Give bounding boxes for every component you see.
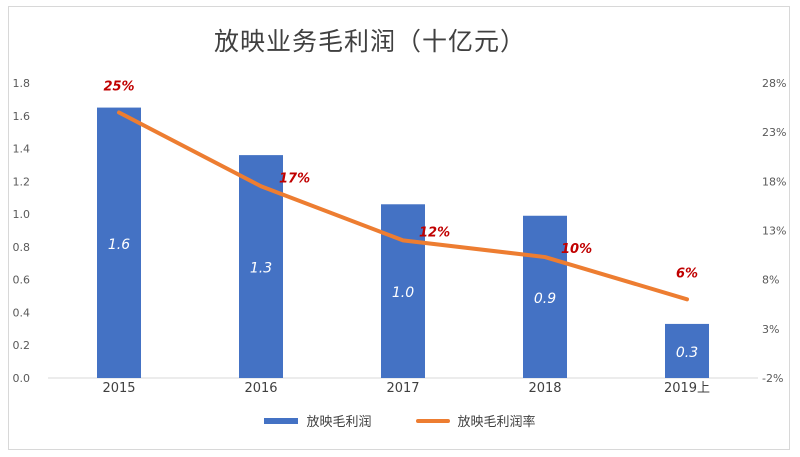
y-left-tick-label: 0.8 <box>13 241 31 254</box>
bar-value-label: 1.3 <box>250 261 272 277</box>
y-left-tick-label: 1.2 <box>13 175 31 188</box>
line-value-label: 17% <box>279 171 310 186</box>
x-tick-label: 2018 <box>528 381 561 396</box>
chart-title: 放映业务毛利润（十亿元） <box>213 27 526 56</box>
y-right-tick-label: 23% <box>762 126 786 139</box>
data-labels: 1.6 1.3 1.0 0.9 0.3 25% 17% 12% 10% 6% <box>103 80 698 361</box>
legend-swatch-line <box>415 418 450 423</box>
legend-item-line[interactable]: 放映毛利润率 <box>415 411 536 430</box>
y-right-tick-label: 8% <box>762 274 779 287</box>
y-right-tick-label: -2% <box>762 372 783 385</box>
bar-value-label: 1.6 <box>108 237 130 253</box>
y-right-tick-label: 13% <box>762 225 786 238</box>
line-value-label: 25% <box>103 80 134 95</box>
bar <box>523 215 567 378</box>
x-tick-label: 2017 <box>386 381 419 396</box>
legend-label-line: 放映毛利润率 <box>457 415 536 430</box>
y-left-tick-label: 1.0 <box>13 208 31 221</box>
legend-swatch-bar <box>264 417 299 424</box>
bar-value-label: 0.3 <box>676 345 698 361</box>
y-left-tick-label: 0.0 <box>13 372 31 385</box>
legend-label-bar: 放映毛利润 <box>306 415 372 430</box>
y-right-tick-label: 3% <box>762 323 779 336</box>
x-tick-label: 2019上 <box>664 381 710 396</box>
bar-value-label: 1.0 <box>392 285 414 301</box>
line-series <box>117 110 689 302</box>
bars-group <box>97 107 709 378</box>
y-right-tick-label: 28% <box>762 77 786 90</box>
y-left-tick-label: 1.4 <box>13 143 31 156</box>
y-left-tick-label: 0.2 <box>13 339 31 352</box>
bar-value-label: 0.9 <box>534 291 556 307</box>
y-left-tick-label: 1.8 <box>13 77 31 90</box>
y-left-tick-label: 1.6 <box>13 110 31 123</box>
y-right-tick-label: 18% <box>762 175 786 188</box>
axes: 0.0 0.2 0.4 0.6 0.8 1.0 1.2 1.4 1.6 1.8 -2% 3% 8% 13%… <box>13 77 787 396</box>
chart-frame <box>8 6 790 450</box>
x-tick-label: 2016 <box>244 381 277 396</box>
bar <box>665 323 709 378</box>
line-value-label: 6% <box>676 266 698 281</box>
bar <box>97 107 141 378</box>
line-group <box>117 110 689 302</box>
y-left-tick-label: 0.4 <box>13 306 31 319</box>
line-value-label: 12% <box>419 225 450 240</box>
y-left-tick-label: 0.6 <box>13 274 31 287</box>
line-value-label: 10% <box>561 242 592 257</box>
legend-item-bar[interactable]: 放映毛利润 <box>264 411 372 430</box>
legend: 放映毛利润 放映毛利润率 <box>0 411 800 430</box>
x-tick-label: 2015 <box>102 381 135 396</box>
